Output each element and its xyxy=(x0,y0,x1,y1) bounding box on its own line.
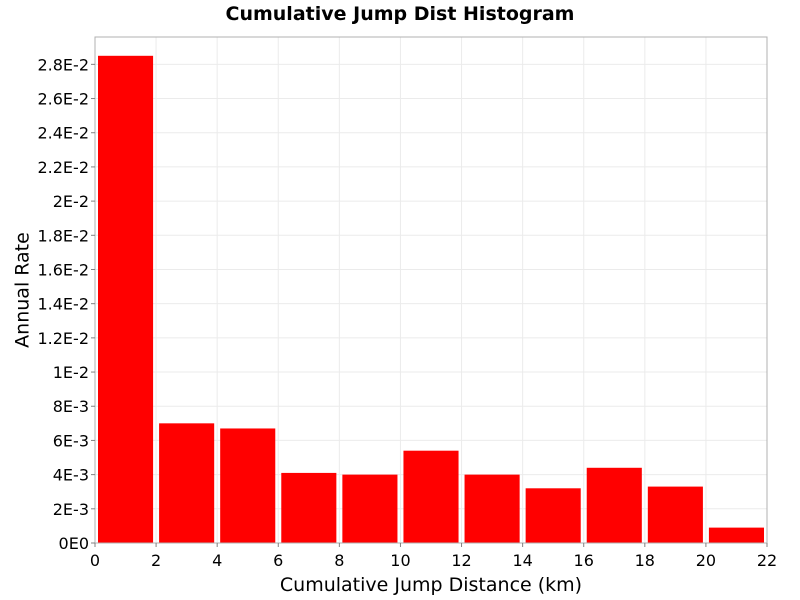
y-tick-label: 2.6E-2 xyxy=(37,90,89,109)
histogram-bar xyxy=(647,486,703,543)
y-axis: 0E0 2E-3 4E-3 6E-3 8E-3 1E-2 1.2E-2 1.4E-2 1.6E-… xyxy=(37,55,95,553)
x-tick-label: 8 xyxy=(334,551,344,570)
y-tick-label: 2.2E-2 xyxy=(37,158,89,177)
y-tick-label: 2E-2 xyxy=(53,192,89,211)
x-axis-label: Cumulative Jump Distance (km) xyxy=(280,574,582,596)
y-tick-label: 0E0 xyxy=(59,534,89,553)
histogram-bar xyxy=(281,472,337,543)
y-tick-label: 8E-3 xyxy=(53,397,89,416)
histogram-bar xyxy=(464,474,520,543)
bars xyxy=(94,36,768,544)
y-tick-label: 6E-3 xyxy=(53,431,89,450)
x-tick-label: 2 xyxy=(151,551,161,570)
histogram-bar xyxy=(708,527,764,543)
x-tick-label: 10 xyxy=(390,551,410,570)
histogram-bar xyxy=(586,467,642,543)
histogram-bar xyxy=(403,450,459,543)
histogram-bar xyxy=(98,55,154,544)
x-tick-label: 0 xyxy=(90,551,100,570)
x-tick-label: 18 xyxy=(635,551,655,570)
x-tick-label: 22 xyxy=(757,551,777,570)
plot-border xyxy=(94,36,768,544)
x-tick-label: 4 xyxy=(212,551,222,570)
y-tick-label: 4E-3 xyxy=(53,466,89,485)
histogram-bar xyxy=(525,488,581,543)
y-tick-label: 1.6E-2 xyxy=(37,260,89,279)
x-tick-label: 16 xyxy=(574,551,594,570)
y-tick-label: 1E-2 xyxy=(53,363,89,382)
x-axis: 0 2 4 6 8 10 12 14 16 18 20 22 xyxy=(90,543,777,570)
x-tick-label: 20 xyxy=(696,551,716,570)
y-tick-label: 1.8E-2 xyxy=(37,226,89,245)
histogram-bar xyxy=(159,423,215,543)
y-tick-label: 2.4E-2 xyxy=(37,124,89,143)
y-tick-label: 1.2E-2 xyxy=(37,329,89,348)
y-tick-label: 2E-3 xyxy=(53,500,89,519)
histogram-bar xyxy=(220,428,276,543)
y-tick-label: 2.8E-2 xyxy=(37,55,89,74)
y-axis-label: Annual Rate xyxy=(12,232,34,348)
x-tick-label: 14 xyxy=(512,551,532,570)
x-tick-label: 6 xyxy=(273,551,283,570)
chart-title: Cumulative Jump Dist Histogram xyxy=(226,3,575,25)
y-tick-label: 1.4E-2 xyxy=(37,295,89,314)
x-tick-label: 12 xyxy=(451,551,471,570)
histogram-bar xyxy=(342,474,398,543)
